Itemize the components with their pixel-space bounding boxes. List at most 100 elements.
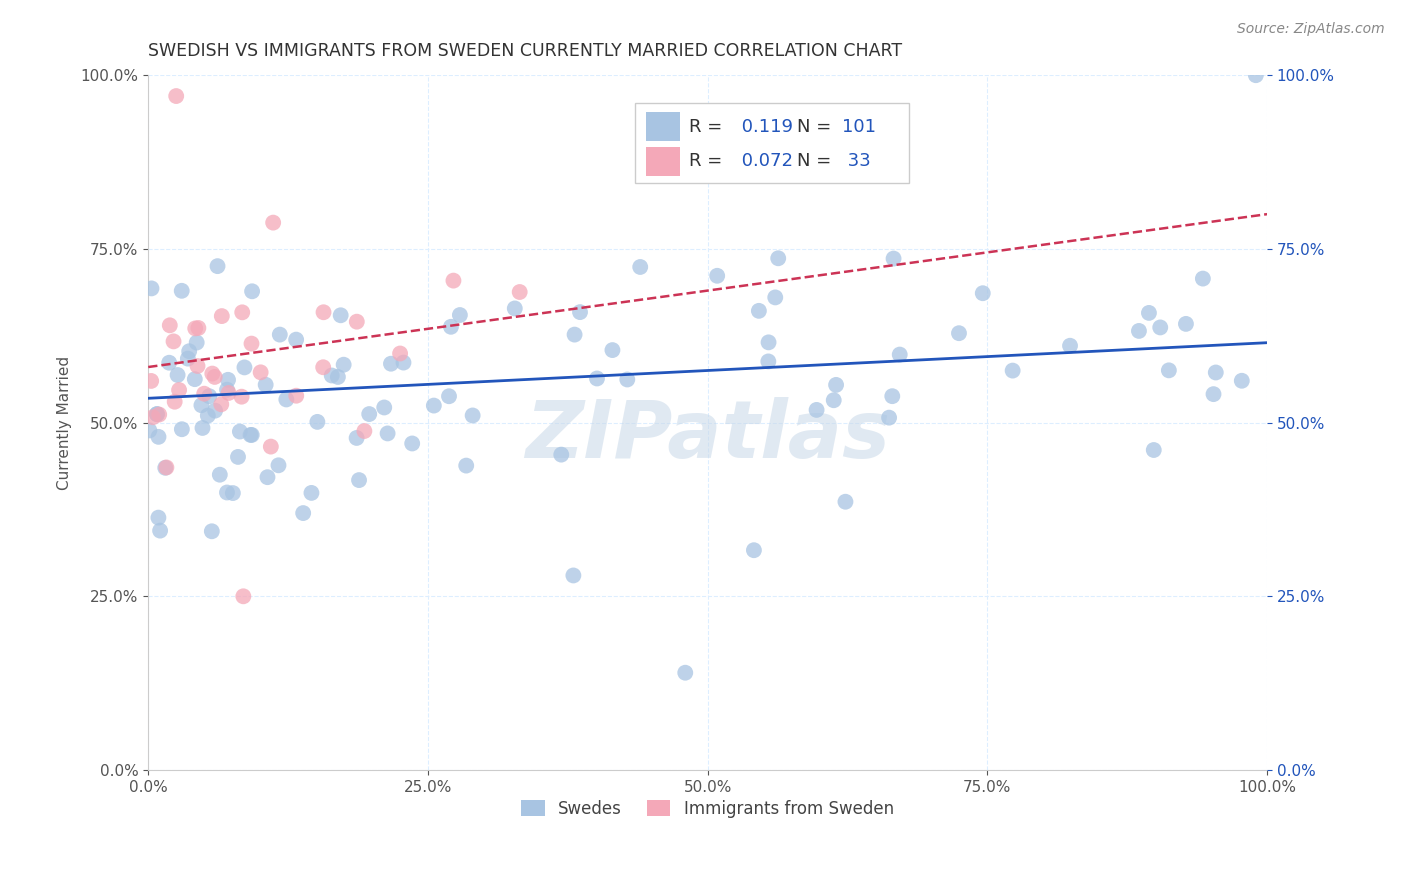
Text: SWEDISH VS IMMIGRANTS FROM SWEDEN CURRENTLY MARRIED CORRELATION CHART: SWEDISH VS IMMIGRANTS FROM SWEDEN CURREN… <box>148 42 903 60</box>
Point <box>346 315 368 329</box>
Point <box>148 510 170 524</box>
Point <box>166 368 188 382</box>
Point <box>423 399 446 413</box>
Point <box>440 319 463 334</box>
Legend: Swedes, Immigrants from Sweden: Swedes, Immigrants from Sweden <box>515 793 900 824</box>
Point <box>392 355 415 369</box>
Point <box>170 422 193 436</box>
Point <box>184 372 207 386</box>
FancyBboxPatch shape <box>636 103 910 183</box>
Point <box>159 318 181 333</box>
Point <box>883 252 905 266</box>
Point <box>211 309 233 323</box>
Point <box>616 372 638 386</box>
Point <box>301 486 323 500</box>
Point <box>562 568 585 582</box>
Point <box>564 327 586 342</box>
Point <box>138 424 160 438</box>
Point <box>285 333 308 347</box>
Point <box>142 410 165 425</box>
Point <box>146 407 169 421</box>
Point <box>449 308 471 322</box>
Text: 0.119: 0.119 <box>735 118 793 136</box>
Point <box>742 543 765 558</box>
Point <box>249 365 271 379</box>
Point <box>148 430 170 444</box>
Point <box>332 358 354 372</box>
Point <box>155 460 177 475</box>
Point <box>208 467 231 482</box>
Point <box>276 392 298 407</box>
Point <box>972 286 994 301</box>
Point <box>217 373 239 387</box>
Point <box>215 485 238 500</box>
Point <box>443 274 465 288</box>
Y-axis label: Currently Married: Currently Married <box>58 356 72 490</box>
Point <box>267 458 290 473</box>
Point <box>233 360 256 375</box>
Point <box>377 426 399 441</box>
Point <box>456 458 478 473</box>
Text: 0.072: 0.072 <box>735 153 793 170</box>
Point <box>1192 271 1215 285</box>
Point <box>198 389 221 403</box>
Point <box>148 408 170 422</box>
Point <box>768 252 790 266</box>
Point <box>184 321 207 335</box>
Point <box>1128 324 1150 338</box>
Point <box>162 334 184 349</box>
Text: R =: R = <box>689 153 728 170</box>
Point <box>877 410 900 425</box>
Point <box>389 346 412 360</box>
Point <box>380 357 402 371</box>
Point <box>146 407 169 421</box>
Point <box>401 436 423 450</box>
Point <box>231 305 253 319</box>
Text: ZIPatlas: ZIPatlas <box>524 398 890 475</box>
Point <box>167 383 190 397</box>
Point <box>231 390 253 404</box>
Point <box>209 397 232 411</box>
Point <box>373 401 395 415</box>
Point <box>141 374 163 388</box>
Point <box>260 440 283 454</box>
Point <box>179 344 201 359</box>
Point <box>948 326 970 341</box>
Point <box>825 377 848 392</box>
Point <box>204 370 226 384</box>
Point <box>163 394 186 409</box>
Point <box>201 524 224 539</box>
Text: 33: 33 <box>842 153 870 170</box>
Text: Source: ZipAtlas.com: Source: ZipAtlas.com <box>1237 22 1385 37</box>
Point <box>187 321 209 335</box>
Point <box>254 377 277 392</box>
Point <box>628 260 651 274</box>
Point <box>550 448 572 462</box>
Point <box>165 89 187 103</box>
Point <box>201 367 224 381</box>
FancyBboxPatch shape <box>647 147 679 176</box>
Point <box>706 268 728 283</box>
Point <box>191 421 214 435</box>
Point <box>312 305 335 319</box>
Point <box>326 370 349 384</box>
Point <box>321 368 343 383</box>
Point <box>157 356 180 370</box>
Point <box>312 360 335 375</box>
Point <box>1202 387 1225 401</box>
Point <box>207 259 229 273</box>
Point <box>329 308 352 322</box>
Point <box>285 389 308 403</box>
Point <box>1244 68 1267 82</box>
Text: N =: N = <box>797 153 837 170</box>
Point <box>170 284 193 298</box>
Point <box>1157 363 1180 377</box>
Text: R =: R = <box>689 118 728 136</box>
Text: 101: 101 <box>842 118 876 136</box>
Text: N =: N = <box>797 118 837 136</box>
Point <box>503 301 526 316</box>
Point <box>240 285 263 299</box>
Point <box>889 348 911 362</box>
Point <box>586 371 609 385</box>
Point <box>1149 320 1171 334</box>
